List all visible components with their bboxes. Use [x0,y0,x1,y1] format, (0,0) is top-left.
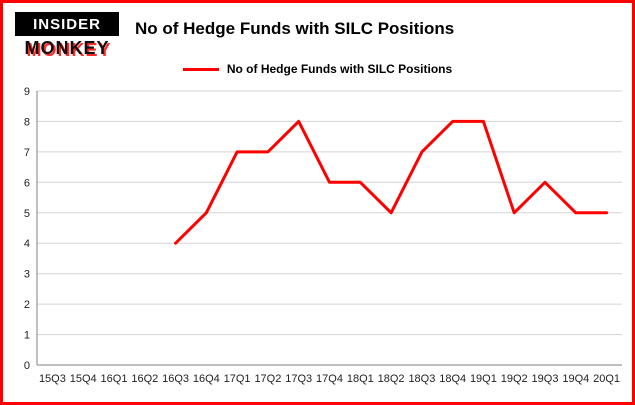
legend-label: No of Hedge Funds with SILC Positions [226,62,453,76]
svg-text:0: 0 [24,360,30,372]
svg-text:19Q1: 19Q1 [470,373,497,385]
svg-text:17Q4: 17Q4 [316,373,343,385]
logo-monkey-text: MONKEY [24,38,110,58]
svg-text:5: 5 [24,208,30,220]
svg-text:18Q1: 18Q1 [347,373,374,385]
svg-text:1: 1 [24,330,30,342]
svg-text:18Q2: 18Q2 [378,373,405,385]
svg-text:7: 7 [24,147,30,159]
svg-text:15Q3: 15Q3 [39,373,66,385]
svg-text:18Q3: 18Q3 [408,373,435,385]
svg-text:17Q3: 17Q3 [285,373,312,385]
svg-text:18Q4: 18Q4 [439,373,466,385]
legend-line-swatch [182,67,219,71]
legend: No of Hedge Funds with SILC Positions [3,62,632,76]
svg-text:2: 2 [24,299,30,311]
svg-text:19Q4: 19Q4 [562,373,589,385]
chart-title: No of Hedge Funds with SILC Positions [135,19,455,38]
svg-text:6: 6 [24,177,30,189]
svg-text:15Q4: 15Q4 [70,373,97,385]
svg-text:19Q3: 19Q3 [532,373,559,385]
logo-insider-text: INSIDER [15,12,119,36]
svg-text:19Q2: 19Q2 [501,373,528,385]
insider-monkey-logo: INSIDER MONKEY [15,12,119,57]
svg-text:16Q1: 16Q1 [101,373,128,385]
svg-text:16Q2: 16Q2 [131,373,158,385]
svg-text:16Q4: 16Q4 [193,373,220,385]
svg-text:16Q3: 16Q3 [162,373,189,385]
svg-text:3: 3 [24,269,30,281]
svg-text:17Q1: 17Q1 [224,373,251,385]
svg-text:20Q1: 20Q1 [593,373,620,385]
svg-text:9: 9 [24,86,30,98]
svg-text:8: 8 [24,116,30,128]
svg-text:17Q2: 17Q2 [254,373,281,385]
svg-text:4: 4 [24,238,30,250]
